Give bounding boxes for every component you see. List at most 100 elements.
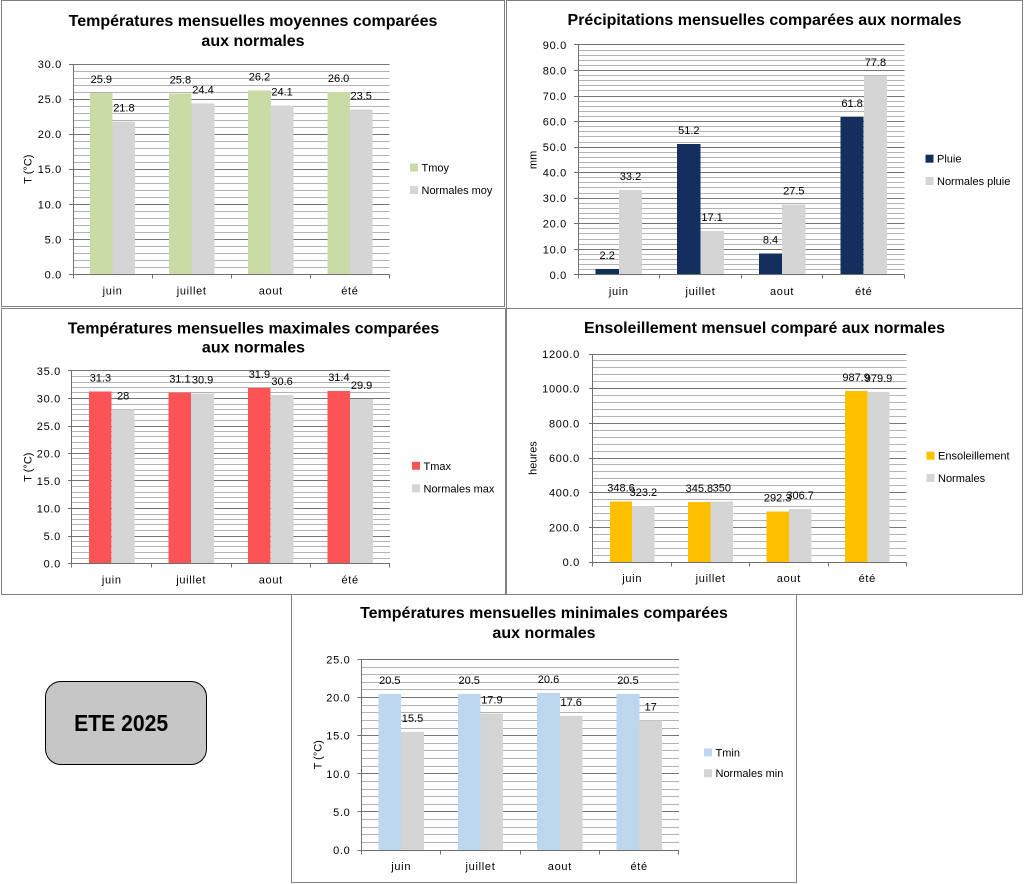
svg-text:15.5: 15.5: [402, 713, 423, 725]
svg-text:5.0: 5.0: [45, 234, 62, 246]
svg-text:31.4: 31.4: [328, 372, 349, 384]
svg-text:0.0: 0.0: [333, 845, 350, 857]
svg-text:juillet: juillet: [465, 861, 496, 873]
svg-text:aux normales: aux normales: [201, 33, 304, 50]
svg-text:30.0: 30.0: [38, 59, 62, 71]
svg-text:5.0: 5.0: [44, 531, 61, 543]
svg-text:0.0: 0.0: [563, 557, 580, 569]
svg-text:Ensoleillement mensuel comparé: Ensoleillement mensuel comparé aux norma…: [584, 320, 945, 337]
svg-text:28: 28: [117, 391, 129, 403]
svg-text:1200.0: 1200.0: [542, 349, 580, 361]
svg-text:été: été: [341, 286, 358, 298]
svg-text:292.3: 292.3: [764, 492, 792, 504]
svg-text:juin: juin: [608, 286, 629, 298]
svg-text:25.0: 25.0: [326, 655, 350, 667]
svg-text:Normales pluie: Normales pluie: [937, 176, 1010, 188]
svg-text:juin: juin: [101, 575, 122, 587]
svg-text:Ensoleillement: Ensoleillement: [938, 451, 1010, 463]
svg-text:24.4: 24.4: [192, 84, 213, 96]
svg-text:350: 350: [713, 482, 731, 494]
svg-text:Précipitations mensuelles comp: Précipitations mensuelles comparées aux …: [568, 12, 962, 29]
svg-text:20.5: 20.5: [617, 675, 638, 687]
svg-text:24.1: 24.1: [271, 86, 292, 98]
svg-text:juin: juin: [390, 861, 411, 873]
svg-text:Pluie: Pluie: [937, 154, 961, 166]
svg-text:juillet: juillet: [176, 286, 207, 298]
svg-text:T (°C): T (°C): [313, 740, 325, 769]
svg-text:800.0: 800.0: [549, 418, 580, 430]
svg-text:51.2: 51.2: [678, 125, 699, 137]
svg-text:juillet: juillet: [685, 286, 716, 298]
svg-text:80.0: 80.0: [543, 66, 567, 78]
svg-text:33.2: 33.2: [620, 171, 641, 183]
svg-text:juillet: juillet: [695, 573, 726, 585]
svg-text:juillet: juillet: [175, 575, 206, 587]
svg-text:60.0: 60.0: [543, 117, 567, 129]
svg-text:26.0: 26.0: [328, 73, 349, 85]
svg-text:été: été: [859, 573, 876, 585]
svg-text:600.0: 600.0: [549, 453, 580, 465]
svg-text:juin: juin: [621, 573, 642, 585]
svg-text:10.0: 10.0: [326, 769, 350, 781]
svg-text:30.6: 30.6: [271, 376, 292, 388]
svg-text:aout: aout: [259, 575, 283, 587]
svg-text:25.8: 25.8: [170, 75, 191, 87]
svg-text:200.0: 200.0: [549, 522, 580, 534]
svg-text:8.4: 8.4: [763, 234, 778, 246]
svg-text:Normales min: Normales min: [716, 768, 784, 780]
svg-text:Tmoy: Tmoy: [422, 163, 450, 175]
svg-text:1000.0: 1000.0: [542, 384, 580, 396]
svg-text:31.9: 31.9: [249, 369, 270, 381]
svg-text:25.9: 25.9: [91, 74, 112, 86]
svg-text:348.6: 348.6: [607, 483, 635, 495]
svg-text:juin: juin: [102, 286, 123, 298]
svg-text:17.9: 17.9: [481, 695, 502, 707]
svg-text:25.0: 25.0: [37, 421, 61, 433]
svg-text:Températures mensuelles moyenn: Températures mensuelles moyennes comparé…: [69, 13, 438, 30]
svg-text:17.6: 17.6: [560, 697, 581, 709]
svg-text:été: été: [341, 575, 358, 587]
svg-text:Normales: Normales: [938, 473, 986, 485]
svg-text:35.0: 35.0: [37, 366, 61, 378]
svg-text:70.0: 70.0: [543, 91, 567, 103]
svg-text:20.0: 20.0: [543, 219, 567, 231]
svg-text:61.8: 61.8: [841, 98, 862, 110]
svg-text:979.9: 979.9: [865, 373, 893, 385]
svg-text:T (°C): T (°C): [23, 155, 35, 184]
svg-text:21.8: 21.8: [113, 103, 134, 115]
svg-text:20.0: 20.0: [37, 449, 61, 461]
svg-text:31.1: 31.1: [169, 373, 190, 385]
svg-text:15.0: 15.0: [38, 164, 62, 176]
svg-text:31.3: 31.3: [90, 372, 111, 384]
svg-text:30.0: 30.0: [37, 394, 61, 406]
svg-text:17.1: 17.1: [701, 212, 722, 224]
svg-text:0.0: 0.0: [45, 270, 62, 282]
svg-text:15.0: 15.0: [326, 731, 350, 743]
svg-text:Températures mensuelles maxima: Températures mensuelles maximales compar…: [68, 321, 440, 338]
svg-text:aout: aout: [770, 286, 794, 298]
svg-text:323.2: 323.2: [630, 487, 658, 499]
svg-text:30.0: 30.0: [543, 193, 567, 205]
svg-text:26.2: 26.2: [249, 72, 270, 84]
svg-text:15.0: 15.0: [37, 476, 61, 488]
svg-text:Tmin: Tmin: [716, 747, 740, 759]
svg-text:27.5: 27.5: [783, 186, 804, 198]
svg-text:0.0: 0.0: [44, 559, 61, 571]
svg-text:20.5: 20.5: [458, 675, 479, 687]
svg-text:77.8: 77.8: [865, 57, 886, 69]
svg-text:40.0: 40.0: [543, 168, 567, 180]
svg-text:Normales moy: Normales moy: [422, 185, 493, 197]
svg-text:50.0: 50.0: [543, 142, 567, 154]
svg-text:été: été: [630, 861, 647, 873]
svg-text:mm: mm: [528, 151, 540, 169]
svg-text:aout: aout: [548, 861, 572, 873]
svg-text:20.0: 20.0: [38, 129, 62, 141]
svg-text:400.0: 400.0: [549, 488, 580, 500]
svg-text:été: été: [855, 286, 872, 298]
svg-text:10.0: 10.0: [543, 244, 567, 256]
svg-text:29.9: 29.9: [351, 380, 372, 392]
svg-text:20.0: 20.0: [326, 693, 350, 705]
svg-text:Tmax: Tmax: [424, 461, 452, 473]
svg-text:987.9: 987.9: [842, 372, 870, 384]
svg-text:Normales max: Normales max: [424, 483, 495, 495]
